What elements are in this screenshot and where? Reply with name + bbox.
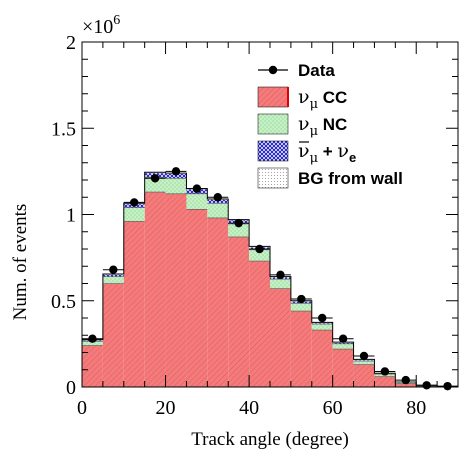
cc-bar: [82, 345, 103, 387]
data-point: [171, 167, 181, 176]
cc-bar: [102, 283, 124, 387]
cc-bar: [144, 192, 166, 387]
nue-bar: [207, 199, 229, 204]
cc-bar: [165, 193, 187, 387]
nc-bar: [102, 276, 124, 284]
nc-bar: [332, 343, 354, 350]
data-point: [234, 218, 243, 228]
data-points: [82, 167, 458, 391]
nc-bar: [186, 193, 208, 210]
y-axis-title: Num. of events: [10, 204, 31, 321]
legend-label-nc: νμ NC: [298, 113, 347, 139]
data-point: [150, 174, 160, 183]
y-tick-label: 2: [66, 32, 76, 54]
data-point: [318, 313, 327, 323]
data-point: [338, 334, 348, 343]
nc-bar: [207, 203, 229, 218]
cc-bar: [186, 209, 208, 387]
nc-bar: [123, 207, 145, 222]
cc-bar: [332, 349, 354, 387]
nc-bar: [228, 223, 250, 237]
legend-swatch-nue: [257, 140, 289, 162]
data-point: [443, 381, 452, 391]
legend-label-data: Data: [298, 61, 335, 80]
tick-labels: 0 20 40 60 80 0 0.5 1 1.5 2: [51, 32, 426, 419]
cc-bar: [395, 383, 417, 387]
x-tick-label: 60: [323, 397, 343, 419]
cc-bar: [249, 261, 270, 387]
nue-bar: [165, 173, 187, 179]
legend-swatch-bg: [257, 167, 289, 189]
cc-bar: [207, 217, 229, 387]
x-axis-title: Track angle (degree): [191, 429, 349, 450]
data-point: [255, 244, 264, 254]
data-point: [213, 193, 222, 202]
y-tick-label: 0: [66, 377, 76, 399]
nc-bar: [311, 324, 333, 331]
axes: [81, 41, 459, 388]
cc-bar: [123, 221, 145, 387]
cc-bar: [374, 376, 396, 387]
nc-bar: [290, 303, 312, 312]
data-point: [422, 381, 431, 390]
data-point: [109, 265, 118, 274]
nc-bar: [165, 178, 187, 194]
y-tick-label: 0.5: [51, 291, 76, 313]
x-tick-label: 0: [77, 397, 87, 419]
nc-bar: [249, 249, 270, 262]
y-multiplier-label: ×106: [82, 13, 120, 38]
nc-bar: [82, 341, 103, 346]
x-tick-label: 80: [406, 397, 426, 419]
nc-bar: [270, 279, 291, 289]
histogram-outline: [81, 171, 458, 388]
data-point: [359, 351, 369, 361]
cc-bar: [290, 311, 312, 387]
legend-label-cc: νμ CC: [298, 86, 347, 112]
cc-bar: [353, 364, 375, 387]
nc-bar: [353, 361, 375, 365]
nue-bar: [102, 274, 124, 277]
cc-bar: [270, 288, 291, 387]
stacked-histogram: [81, 171, 458, 388]
legend-label-nue: νμ + νe: [298, 140, 356, 166]
nue-bar: [311, 323, 333, 325]
data-point: [380, 367, 390, 376]
y-tick-label: 1.5: [51, 118, 76, 140]
nue-bar: [353, 360, 375, 362]
data-point: [276, 270, 285, 280]
cc-bar: [228, 236, 250, 387]
nc-bar: [144, 177, 166, 193]
legend-swatch-nc: [257, 113, 289, 135]
legend-swatch-cc: [257, 86, 289, 108]
legend-data-marker: [268, 65, 278, 75]
x-tick-label: 20: [156, 397, 176, 419]
cc-bar: [311, 330, 333, 387]
data-point: [297, 294, 306, 304]
data-point: [192, 184, 202, 193]
y-tick-label: 1: [66, 205, 76, 227]
data-point: [401, 375, 410, 385]
data-point: [88, 334, 97, 343]
nue-bar: [332, 343, 354, 344]
data-point: [130, 198, 139, 207]
legend-label-bg: BG from wall: [298, 169, 403, 188]
x-tick-label: 40: [239, 397, 259, 419]
